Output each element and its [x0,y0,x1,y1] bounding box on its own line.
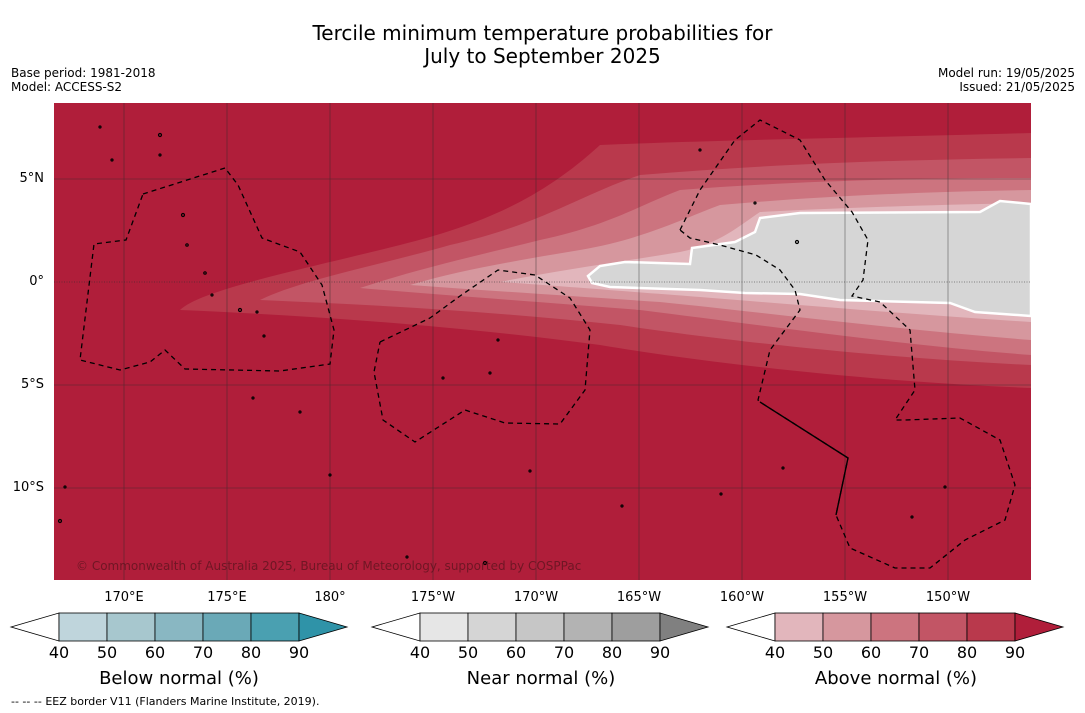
lat-label-5s: 5°S [20,377,44,392]
tick-near-90: 90 [649,643,671,662]
tick-below-90: 90 [288,643,310,662]
model-name: Model: ACCESS-S2 [11,80,123,94]
model-run: Model run: 19/05/2025 [937,66,1075,80]
lon-label-170e: 170°E [104,590,144,605]
below-colorbar-segment [202,612,252,642]
near-colorbar-extend-low [370,612,421,642]
tick-above-90: 90 [1004,643,1026,662]
colorbar-above-normal [725,612,1065,642]
below-colorbar-segment [58,612,108,642]
above-colorbar-extend-low [725,612,776,642]
above-colorbar-extend-high [1014,612,1065,642]
below-colorbar-segment [106,612,156,642]
near-colorbar-extend-high [659,612,710,642]
tick-above-50: 50 [812,643,834,662]
near-colorbar-segment [515,612,565,642]
eez-solid-border [759,401,849,516]
lon-label-175e: 175°E [207,590,247,605]
eez-borders [79,119,1016,569]
colorbar-near-title: Near normal (%) [466,668,616,689]
tick-above-70: 70 [908,643,930,662]
map-title: Tercile minimum temperature probabilitie… [0,22,1085,68]
footer-legend: -- -- -- EEZ border V11 (Flanders Marine… [11,695,319,708]
tick-below-80: 80 [240,643,262,662]
copyright-notice: © Commonwealth of Australia 2025, Bureau… [76,559,582,573]
title-line-2: July to September 2025 [424,44,661,68]
base-period: Base period: 1981-2018 [11,66,156,80]
eez-kiribati-line [679,119,1016,569]
meta-left: Base period: 1981-2018 Model: ACCESS-S2 [11,66,156,94]
tick-near-50: 50 [457,643,479,662]
colorbar-above-title: Above normal (%) [814,668,978,689]
meta-right: Model run: 19/05/2025 Issued: 21/05/2025 [938,66,1075,94]
map-panel [54,103,1031,580]
tick-above-40: 40 [764,643,786,662]
lon-label-160w: 160°W [719,590,765,605]
lon-label-170w: 170°W [513,590,559,605]
lat-label-0: 0° [29,274,44,289]
near-colorbar-segment [611,612,661,642]
eez-legend-symbol: -- -- -- [11,695,42,708]
above-colorbar-segment [774,612,824,642]
above-colorbar-segment [966,612,1016,642]
below-colorbar-segment [154,612,204,642]
colorbar-below-title: Below normal (%) [99,668,259,689]
lon-label-180: 180° [314,590,346,605]
tick-below-40: 40 [48,643,70,662]
graticule [54,103,1031,580]
tick-below-70: 70 [192,643,214,662]
tick-above-60: 60 [860,643,882,662]
tick-near-60: 60 [505,643,527,662]
tick-near-70: 70 [553,643,575,662]
colorbar-below-normal [9,612,349,642]
lon-label-165w: 165°W [616,590,662,605]
lon-label-175w: 175°W [410,590,456,605]
tick-near-80: 80 [601,643,623,662]
title-line-1: Tercile minimum temperature probabilitie… [312,21,773,45]
above-colorbar-segment [918,612,968,642]
above-colorbar-segment [870,612,920,642]
issued-date: Issued: 21/05/2025 [959,80,1075,94]
lat-label-5n: 5°N [19,171,45,186]
near-colorbar-segment [563,612,613,642]
tick-below-50: 50 [96,643,118,662]
near-normal-patch [586,199,1031,318]
near-colorbar-segment [467,612,517,642]
near-colorbar-segment [419,612,469,642]
below-colorbar-extend-low [9,612,60,642]
above-colorbar-segment [822,612,872,642]
lon-label-150w: 150°W [925,590,971,605]
tick-below-60: 60 [144,643,166,662]
tick-near-40: 40 [409,643,431,662]
below-colorbar-segment [250,612,300,642]
lat-label-10s: 10°S [12,480,44,495]
eez-kiribati-gilbert [79,167,335,372]
islands [57,125,947,566]
eez-legend-text: EEZ border V11 (Flanders Marine Institut… [45,695,320,708]
below-colorbar-extend-high [298,612,349,642]
tick-above-80: 80 [956,643,978,662]
eez-tuvalu [373,269,591,443]
colorbar-near-normal [370,612,710,642]
lon-label-155w: 155°W [822,590,868,605]
